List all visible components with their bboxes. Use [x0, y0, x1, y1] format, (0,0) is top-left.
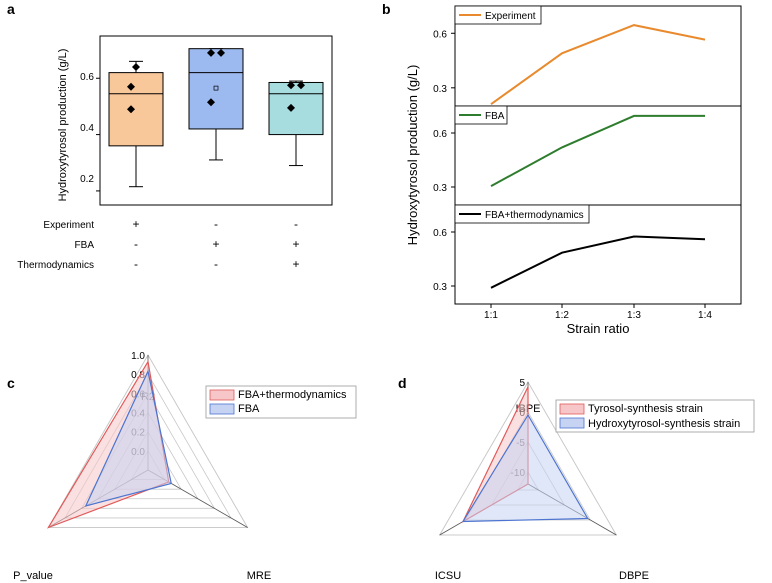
condition-mark: +	[132, 217, 139, 231]
panel-b-frame	[454, 5, 742, 305]
condition-row-label: Thermodynamics	[17, 260, 94, 271]
panel-b-ytick-label: 0.6	[433, 228, 447, 239]
radar-c-legend-label: FBA	[238, 403, 260, 415]
series-line-experiment	[490, 24, 706, 105]
panel-b-legend	[454, 204, 590, 224]
panel-b-xtick: 1:2	[555, 310, 569, 321]
condition-mark: -	[134, 257, 138, 271]
condition-mark: -	[214, 217, 218, 231]
radar-series-hydroxytyrosol	[461, 413, 589, 523]
radar-d-axis-label: ICSU	[435, 570, 461, 582]
condition-mark: +	[212, 237, 219, 251]
panel-b-xlabel: Strain ratio	[567, 321, 630, 336]
data-point	[127, 105, 135, 114]
panel-b-ytick-label: 0.3	[433, 183, 447, 194]
panel-a-ylabel: Hydroxytyrosol production (g/L)	[57, 49, 69, 202]
panel-label-d: d	[398, 375, 407, 391]
series-line-fba-thermodynamics	[490, 235, 706, 289]
panel-b-ytick-label: 0.3	[433, 84, 447, 95]
panel-a-ytick-3: 0.6	[80, 72, 94, 83]
data-point	[207, 48, 215, 57]
data-point	[132, 62, 140, 71]
panel-label-c: c	[7, 375, 15, 391]
radar-legend-swatch	[559, 417, 585, 429]
panel-b-ytick-label: 0.6	[433, 29, 447, 40]
box-experiment	[108, 72, 164, 147]
radar-legend-swatch	[559, 403, 585, 415]
condition-mark: -	[214, 257, 218, 271]
radar-grid	[47, 354, 249, 528]
mean-marker	[213, 85, 219, 91]
radar-c-axis-label: P_value	[13, 570, 53, 582]
radar-d-legend-label: Hydroxytyrosol-synthesis strain	[588, 418, 740, 430]
panel-b-xtick: 1:4	[698, 310, 712, 321]
data-point	[127, 82, 135, 91]
condition-mark: -	[134, 237, 138, 251]
panel-b-xtick: 1:3	[627, 310, 641, 321]
panel-a-ytick-2: 0.4	[80, 123, 94, 134]
condition-mark: +	[292, 237, 299, 251]
box-fba	[188, 48, 244, 130]
panel-b-legend-label: FBA	[485, 111, 505, 122]
series-line-fba	[490, 114, 705, 187]
radar-series-fba	[84, 369, 172, 507]
data-point	[207, 98, 215, 107]
panel-b-legend-label: FBA+thermodynamics	[485, 210, 584, 221]
radar-legend-swatch	[209, 389, 235, 401]
radar-grid	[438, 381, 618, 536]
condition-row-label: FBA	[75, 240, 95, 251]
panel-b-legend-label: Experiment	[485, 11, 536, 22]
panel-a-ytick-1: 0.2	[80, 174, 94, 185]
data-point	[297, 81, 305, 90]
data-point	[287, 103, 295, 112]
radar-c-axis-label: MRE	[247, 570, 271, 582]
radar-c-legend-label: FBA+thermodynamics	[238, 389, 347, 401]
radar-tick-label: 0.8	[131, 370, 145, 381]
condition-row-label: Experiment	[43, 220, 94, 231]
condition-mark: -	[294, 217, 298, 231]
data-point	[217, 48, 225, 57]
panel-label-a: a	[7, 1, 15, 17]
panel-b-ytick-label: 0.3	[433, 282, 447, 293]
radar-legend	[555, 399, 755, 433]
panel-label-b: b	[382, 1, 391, 17]
panel-b-ytick-label: 0.6	[433, 129, 447, 140]
panel-b-legend	[454, 5, 542, 25]
condition-mark: +	[292, 257, 299, 271]
radar-d-axis-label: DBPE	[619, 570, 649, 582]
panel-b-xtick: 1:1	[484, 310, 498, 321]
radar-tick-label: 1.0	[131, 351, 145, 362]
radar-d-legend-label: Tyrosol-synthesis strain	[588, 403, 703, 415]
radar-tick-label: 5	[519, 378, 525, 389]
data-point	[287, 81, 295, 90]
box-fba-thermodynamics	[268, 81, 324, 136]
panel-a-frame	[99, 35, 333, 206]
panel-b-ylabel: Hydroxytyrosol production (g/L)	[405, 65, 420, 246]
radar-legend-swatch	[209, 403, 235, 415]
